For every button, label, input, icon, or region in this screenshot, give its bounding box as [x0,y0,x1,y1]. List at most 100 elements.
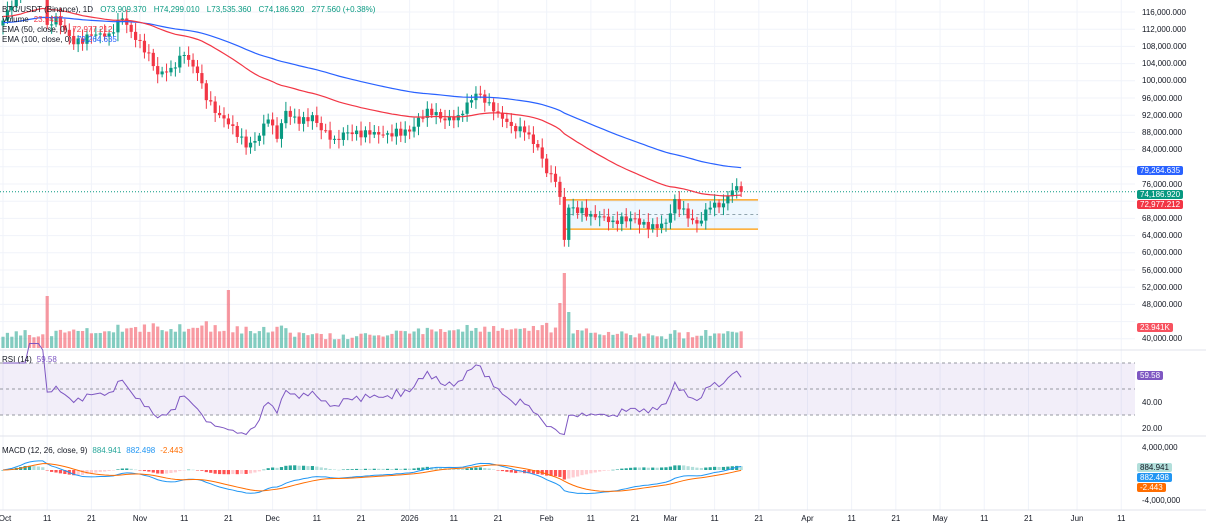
time-axis-label: 21 [891,514,901,523]
macd-histogram-bar [355,468,359,470]
macd-histogram-bar [549,470,553,476]
candle-body [633,218,637,220]
candle-body [67,29,71,36]
candle-body [116,20,120,33]
candle-body [54,16,58,25]
macd-histogram-bar [492,469,496,470]
volume-bar [103,331,107,348]
volume-bar [45,296,49,348]
macd-histogram-bar [156,470,160,474]
macd-histogram-bar [615,469,619,470]
volume-bar [248,331,253,348]
symbol-legend: BTC/USDT (Binance), 1D O73,909.370 H74,2… [2,5,380,14]
macd-histogram-bar [240,470,244,474]
volume-bar [80,331,85,348]
volume-bar [651,335,655,348]
macd-histogram-bar [677,465,681,470]
volume-bar [522,328,527,348]
volume-bar [41,334,45,348]
candle-body [514,125,518,132]
macd-histogram-bar [390,469,394,470]
candle-body [191,59,195,67]
volume-bar [147,331,151,348]
macd-histogram-bar [217,470,222,475]
ema50-label: EMA (50, close, 0) [2,25,68,34]
candle-body [531,134,535,144]
volume-legend[interactable]: Volume 23.941K [2,15,69,24]
candle-body [142,40,147,53]
volume-bar [262,326,266,348]
macd-histogram-bar [169,470,173,473]
volume-bar [545,322,549,348]
volume-bar [337,339,341,348]
candle-body [45,0,49,25]
price-axis-label: 56,000.000 [1142,265,1183,275]
volume-bar [430,329,434,348]
candle-body [297,116,301,124]
macd-histogram-bar [107,470,111,471]
candle-body [98,33,102,35]
price-axis-label: 88,000.000 [1142,127,1183,137]
candle-body [730,190,734,197]
candle-body [629,218,633,222]
volume-bar [509,329,513,348]
macd-histogram-bar [266,468,270,470]
macd-histogram-bar [116,469,120,470]
volume-bar [390,333,394,348]
candle-body [412,126,416,132]
candle-body [576,207,580,214]
rsi-line [3,343,742,436]
ema50-line [2,7,742,197]
candle-body [438,112,443,119]
macd-histogram-bar [103,470,107,472]
ema100-legend[interactable]: EMA (100, close, 0) 79,264.635 [2,35,122,44]
macd-histogram-bar [332,469,337,470]
ema50-legend[interactable]: EMA (50, close, 0) 72,977.212 [2,25,117,34]
macd-histogram-bar [633,467,637,470]
macd-histogram-bar [222,470,226,475]
volume-bar [257,331,261,348]
candle-body [363,130,368,138]
candle-body [372,132,376,135]
volume-bar [266,332,270,348]
macd-histogram-bar [381,468,385,470]
candle-body [94,34,98,36]
candle-body [195,66,200,74]
candle-body [385,133,390,135]
volume-bar [125,328,129,348]
candle-body [443,118,447,121]
price-axis-label: 100,000.000 [1142,76,1187,86]
volume-bar [235,326,239,348]
volume-bar [54,330,58,348]
macd-histogram-bar [726,466,730,470]
macd-axis-label: 4,000,000 [1142,443,1178,452]
macd-histogram-bar [576,470,580,477]
macd-histogram-bar [416,467,421,470]
macd-histogram-bar [341,469,345,471]
volume-bar [222,330,226,348]
macd-histogram-bar [147,470,151,472]
candle-body [377,132,381,135]
candle-body [492,102,496,112]
candle-body [346,132,350,134]
rsi-legend[interactable]: RSI (14) 59.58 [2,355,62,364]
candle-body [279,123,284,139]
price-axis-label: 52,000.000 [1142,282,1183,292]
volume-bar [14,331,18,348]
candle-body [399,128,403,136]
volume-bar [231,332,235,348]
volume-bar [226,290,231,348]
macd-legend[interactable]: MACD (12, 26, close, 9) 884.941 882.498 -2.… [2,446,188,455]
macd-histogram-bar [686,466,690,470]
volume-bar [50,336,54,348]
volume-bar [120,331,124,348]
time-axis-label: Feb [539,514,554,523]
macd-tag: 884.941 [1137,463,1172,472]
volume-bar [576,330,580,348]
macd-histogram-bar [1,470,5,471]
volume-bar [584,328,589,348]
volume-bar [655,336,659,348]
volume-bar [178,324,182,348]
